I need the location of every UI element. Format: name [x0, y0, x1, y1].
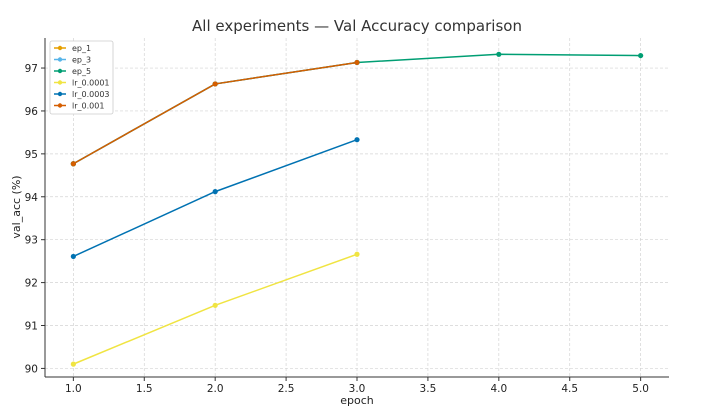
data-point-lr_0.001-0	[70, 161, 76, 167]
x-tick-label-5: 3.5	[420, 383, 437, 395]
x-tick-label-7: 4.5	[561, 383, 578, 395]
x-tick-label-8: 5.0	[632, 383, 649, 395]
data-point-ep_5-4	[638, 52, 644, 59]
legend-item-lr_0.0003: lr_0.0003	[54, 90, 110, 99]
legend-swatch-marker	[57, 103, 63, 108]
series-lr_0.0003	[70, 137, 360, 260]
series-lr_0.001	[70, 59, 360, 167]
legend-swatch-marker	[57, 57, 63, 62]
y-tick-label-6: 96	[25, 106, 39, 118]
y-tick-label-7: 97	[25, 63, 38, 75]
data-point-ep_5-3	[496, 51, 502, 57]
legend-label: lr_0.001	[72, 102, 104, 111]
legend-swatch-marker	[57, 68, 63, 74]
y-tick-label-4: 94	[25, 192, 39, 204]
legend-item-ep_5: ep_5	[54, 67, 91, 76]
data-point-lr_0.001-1	[212, 81, 218, 87]
x-tick-label-0: 1.0	[65, 383, 82, 395]
series-layer	[70, 51, 644, 367]
x-tick-label-4: 3.0	[349, 383, 366, 395]
x-tick-label-6: 4.0	[490, 383, 507, 395]
chart-title: All experiments — Val Accuracy compariso…	[192, 17, 522, 35]
legend-label: ep_5	[72, 67, 91, 76]
y-axis-label: val_acc (%)	[10, 175, 23, 238]
legend-swatch-marker	[57, 91, 63, 97]
legend-item-ep_3: ep_3	[54, 56, 91, 65]
data-point-lr_0.0001-2	[354, 251, 360, 257]
data-point-lr_0.0003-1	[212, 189, 218, 195]
data-point-lr_0.0003-0	[70, 253, 76, 260]
x-axis-label: epoch	[340, 394, 374, 407]
legend-label: ep_3	[72, 56, 91, 65]
x-tick-label-3: 2.5	[278, 383, 295, 395]
legend-label: ep_1	[72, 44, 91, 53]
legend: ep_1 ep_3 ep_5 lr_0.0001 lr_0.0003 lr_0.001	[49, 40, 114, 115]
data-point-lr_0.0003-2	[354, 137, 360, 143]
series-lr_0.0001	[70, 251, 360, 367]
legend-item-ep_1: ep_1	[54, 44, 91, 53]
x-tick-label-1: 1.5	[136, 383, 153, 395]
legend-item-lr_0.0001: lr_0.0001	[54, 79, 110, 88]
y-tick-label-5: 95	[25, 149, 38, 161]
data-point-lr_0.0001-1	[212, 302, 218, 308]
data-point-lr_0.001-2	[354, 59, 360, 66]
ticks-layer: 1.0 1.5 2.0 2.5 3.0 3.5 4.0 4.5 5.0 90 91 92 93 94 95 9…	[25, 63, 649, 395]
data-point-lr_0.0001-0	[70, 361, 76, 367]
legend-swatch-marker	[57, 80, 63, 85]
legend-label: lr_0.0003	[72, 90, 110, 99]
legend-item-lr_0.001: lr_0.001	[54, 102, 104, 111]
y-tick-label-2: 92	[25, 278, 38, 290]
x-tick-label-2: 2.0	[207, 383, 224, 395]
y-tick-label-3: 93	[25, 235, 38, 247]
y-tick-label-0: 90	[25, 363, 38, 375]
grid-layer	[45, 38, 669, 377]
y-tick-label-1: 91	[25, 321, 38, 333]
legend-swatch-marker	[57, 45, 63, 51]
legend-label: lr_0.0001	[72, 79, 110, 88]
